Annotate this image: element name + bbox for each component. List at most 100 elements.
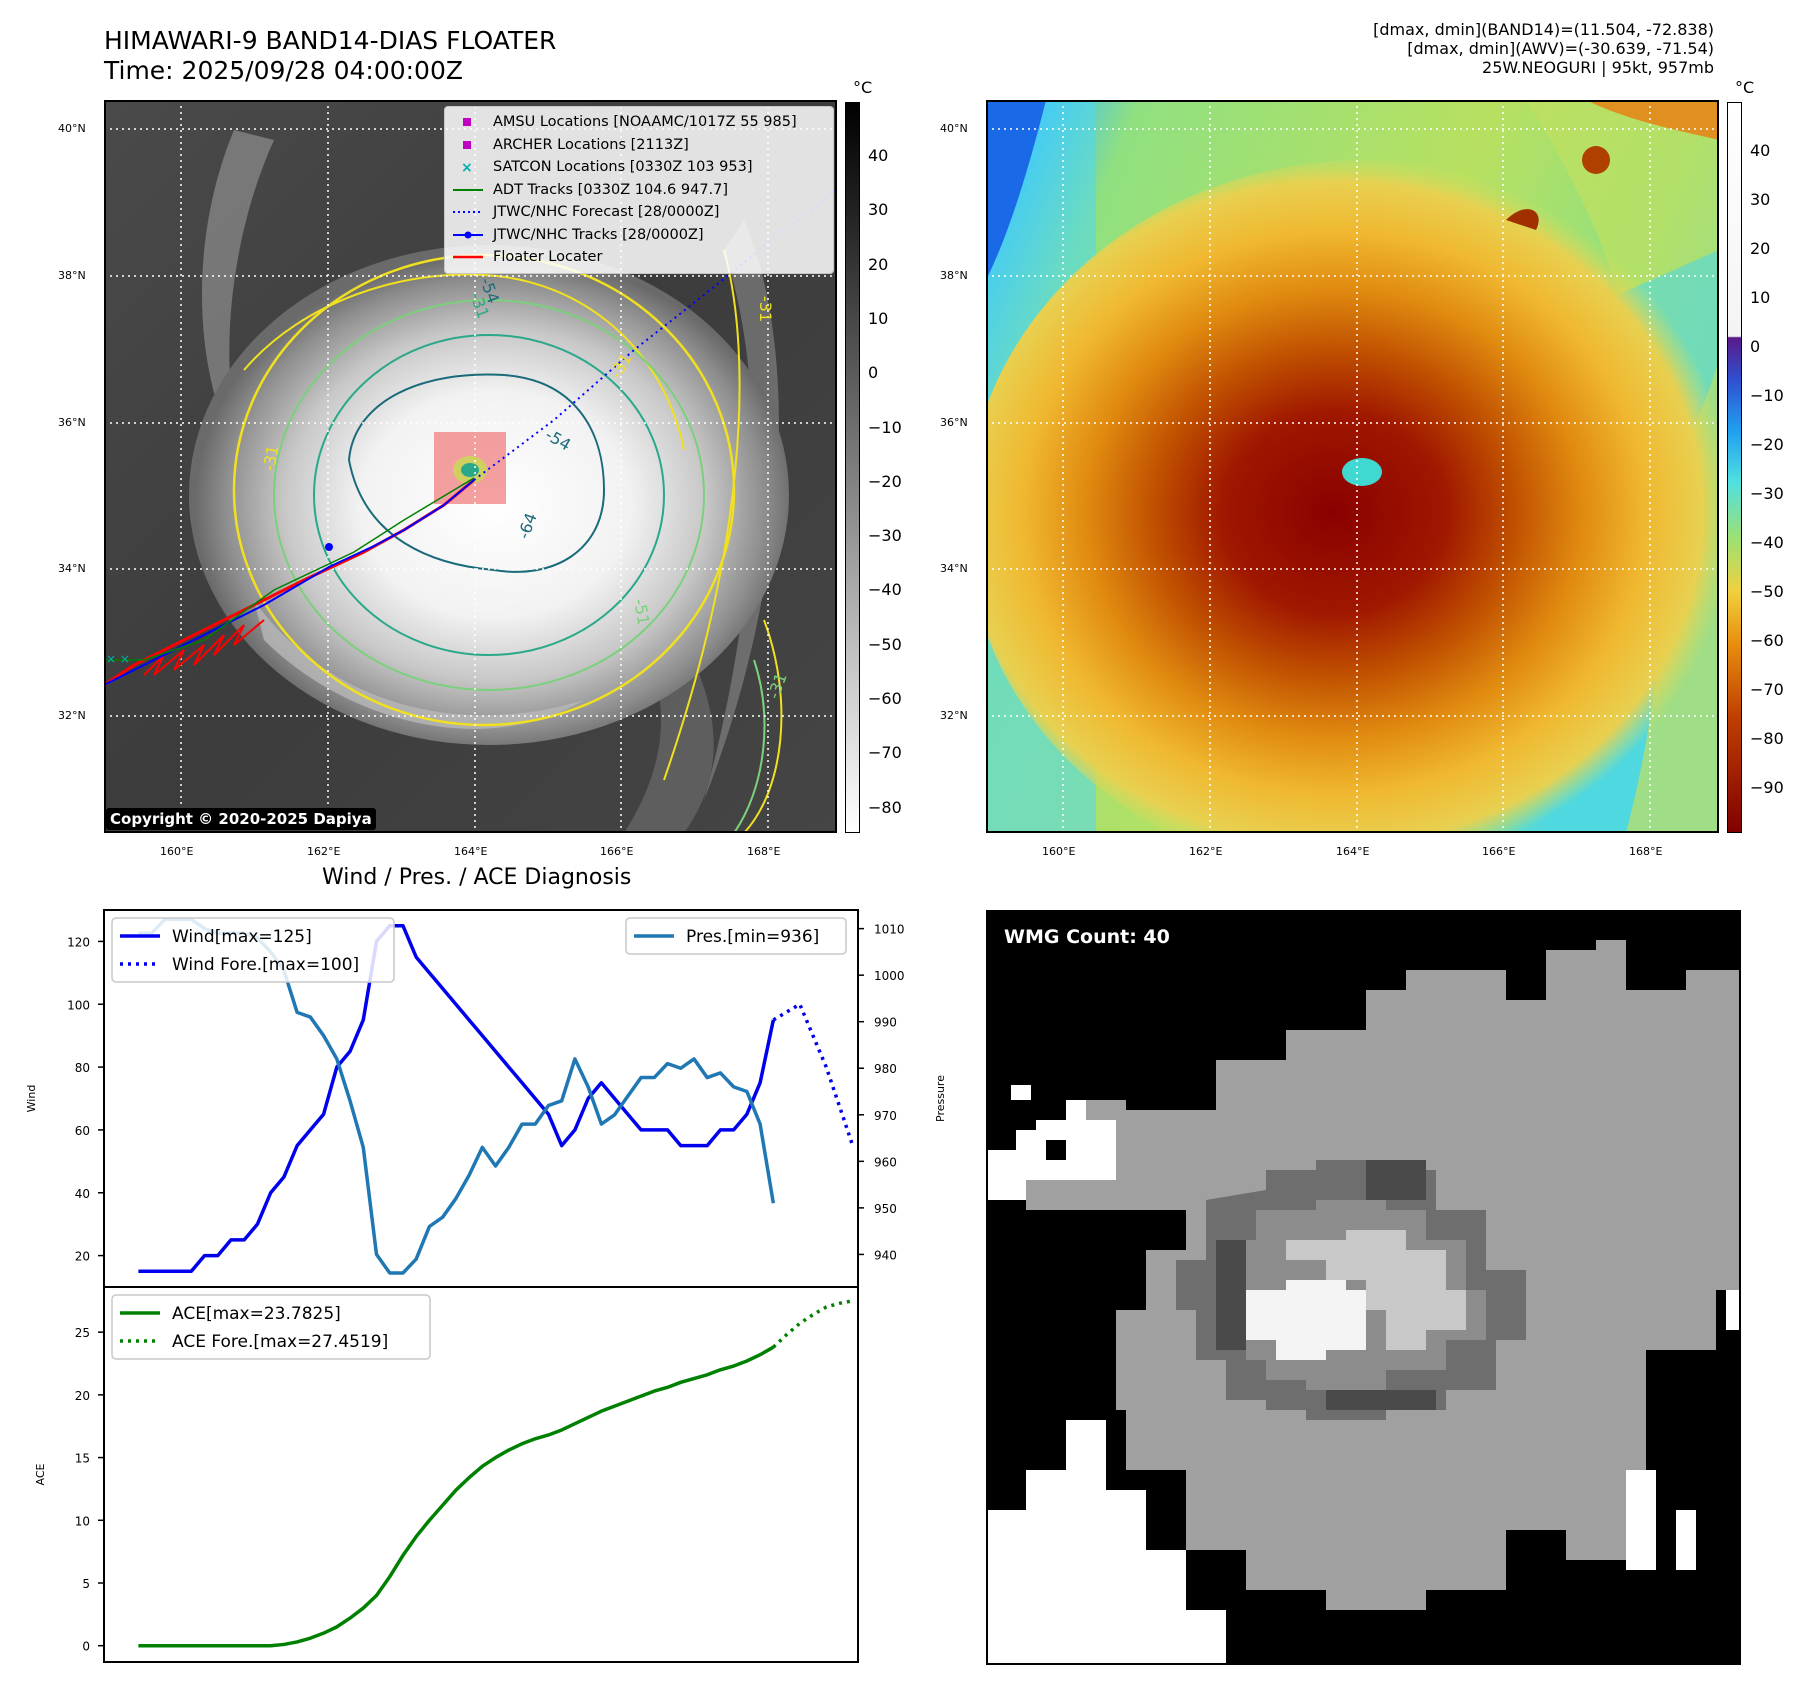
colorbar-tick-label: 40 [1750,141,1771,160]
lon-label: 168°E [1629,845,1663,858]
lon-label: 164°E [1336,845,1370,858]
lat-label: 38°N [58,269,86,282]
pressure-axis-label: Pressure [934,1075,947,1122]
svg-text:×: × [461,161,473,173]
colorbar-tick-label: 40 [868,146,889,165]
colorbar-tick-label: −70 [868,743,902,763]
colorbar-tick-label: −70 [1750,680,1784,699]
awv-map-frame [986,100,1719,833]
wind-axis-tick-label: 40 [75,1187,90,1201]
copyright-label: Copyright © 2020-2025 Dapiya [106,808,376,830]
lon-label: 166°E [600,845,634,858]
series-line-1 [772,1002,855,1147]
ir-colorbar-unit: °C [853,78,873,97]
legend-item-satcon: × SATCON Locations [0330Z 103 953] [453,156,825,179]
svg-text:× ×: × × [106,652,130,666]
lon-label: 162°E [1189,845,1223,858]
ace-axis-tick-label: 25 [75,1326,90,1340]
legend-label: Wind[max=125] [172,927,312,947]
wind-axis-tick-label: 20 [75,1250,90,1264]
legend-item-amsu: AMSU Locations [NOAAMC/1017Z 55 985] [453,111,825,134]
ace-axis-tick-label: 10 [75,1514,90,1528]
pressure-axis-tick-label: 970 [874,1109,897,1123]
lat-label: 40°N [58,122,86,135]
pressure-axis-tick-label: 1010 [874,923,905,937]
lat-label: 34°N [940,562,968,575]
pressure-axis-tick-label: 990 [874,1016,897,1030]
diagnosis-title: Wind / Pres. / ACE Diagnosis [322,865,632,890]
pressure-axis-tick-label: 960 [874,1155,897,1169]
colorbar-tick-label: −50 [1750,582,1784,601]
legend-label: ARCHER Locations [2113Z] [493,136,689,153]
colorbar-tick-label: 10 [1750,288,1771,307]
contour-label: -51 [630,597,653,626]
lat-label: 36°N [940,416,968,429]
legend-label: ADT Tracks [0330Z 104.6 947.7] [493,181,729,198]
ace-series-line-1 [772,1299,854,1349]
awv-map-image [966,100,1766,880]
ace-series-line-0 [138,1345,775,1648]
ace-axis-label: ACE [34,1463,47,1485]
lat-label: 40°N [940,122,968,135]
awv-stats: [dmax, dmin](AWV)=(-30.639, -71.54) [1407,39,1714,58]
ir-map-frame [104,100,837,833]
colorbar-tick-label: −20 [1750,435,1784,454]
page-title-line2: Time: 2025/09/28 04:00:00Z [104,56,463,85]
wind-legend [111,917,395,983]
legend-label: JTWC/NHC Forecast [28/0000Z] [493,204,720,220]
contour-label: -31 [259,444,282,473]
lon-label: 166°E [1482,845,1516,858]
colorbar-tick-label: −40 [868,580,902,600]
pressure-axis-tick-label: 980 [874,1062,897,1076]
legend-label: SATCON Locations [0330Z 103 953] [493,159,753,175]
pressure-axis-tick-label: 950 [874,1202,897,1216]
legend-item-jtwc-forecast: JTWC/NHC Forecast [28/0000Z] [453,201,825,224]
lat-label: 38°N [940,269,968,282]
lat-label: 34°N [58,562,86,575]
wind-axis-tick-label: 60 [75,1124,90,1138]
colorbar-tick-label: −80 [868,797,902,817]
wind-axis-tick-label: 80 [75,1061,90,1075]
colorbar-tick-label: −60 [868,689,902,708]
legend-label: JTWC/NHC Tracks [28/0000Z] [493,226,704,243]
colorbar-tick-label: 0 [1750,337,1761,356]
ace-axis-tick-label: 0 [82,1640,90,1654]
ace-plot-frame [103,1286,859,1663]
colorbar-tick-label: −10 [868,417,902,437]
legend-label: Pres.[min=936] [686,927,819,947]
ace-axis-tick-label: 5 [82,1577,90,1591]
colorbar-tick-label: −90 [1750,778,1784,797]
wind-axis-label: Wind [25,1085,38,1113]
ace-axis-tick-label: 20 [75,1389,90,1403]
lon-label: 160°E [1042,845,1076,858]
ir-map-panel: × × -31 -54 -64 -51 -31 -31 -31 -31 -54 … [103,100,838,834]
legend-item-adt: ADT Tracks [0330Z 104.6 947.7] [453,179,825,202]
wmg-panel: WMG Count: 40 [986,910,1741,1665]
awv-map-gridlines [986,100,1719,833]
legend-label: AMSU Locations [NOAAMC/1017Z 55 985] [493,114,797,130]
diagnosis-chart: 2040608010012094095096097098099010001010… [25,909,947,1663]
colorbar-tick-label: 30 [1750,190,1771,209]
colorbar-tick-label: −30 [1750,484,1784,503]
colorbar-tick-label: −40 [1750,533,1784,552]
legend-label: ACE Fore.[max=27.4519] [172,1332,388,1352]
wmg-image [986,910,1741,1665]
wmg-count-label: WMG Count: 40 [1004,926,1170,948]
ir-map-legend: AMSU Locations [NOAAMC/1017Z 55 985] ARC… [444,106,834,274]
legend-item-floater: Floater Locater [453,246,825,269]
colorbar-tick-label: −10 [1750,386,1784,405]
colorbar-tick-label: −60 [1750,631,1784,650]
wind-axis-tick-label: 120 [67,935,90,949]
lon-label: 168°E [747,845,781,858]
legend-label: ACE[max=23.7825] [172,1304,341,1324]
wind-axis-tick-label: 100 [67,998,90,1012]
lat-label: 32°N [58,709,86,722]
wmg-frame [986,910,1741,1665]
colorbar-tick-label: −80 [1750,729,1784,748]
awv-colorbar-unit: °C [1735,78,1755,97]
page-title-line1: HIMAWARI-9 BAND14-DIAS FLOATER [104,26,557,55]
lon-label: 160°E [160,845,194,858]
lon-label: 164°E [454,845,488,858]
lon-label: 162°E [307,845,341,858]
awv-colorbar [1727,102,1742,833]
